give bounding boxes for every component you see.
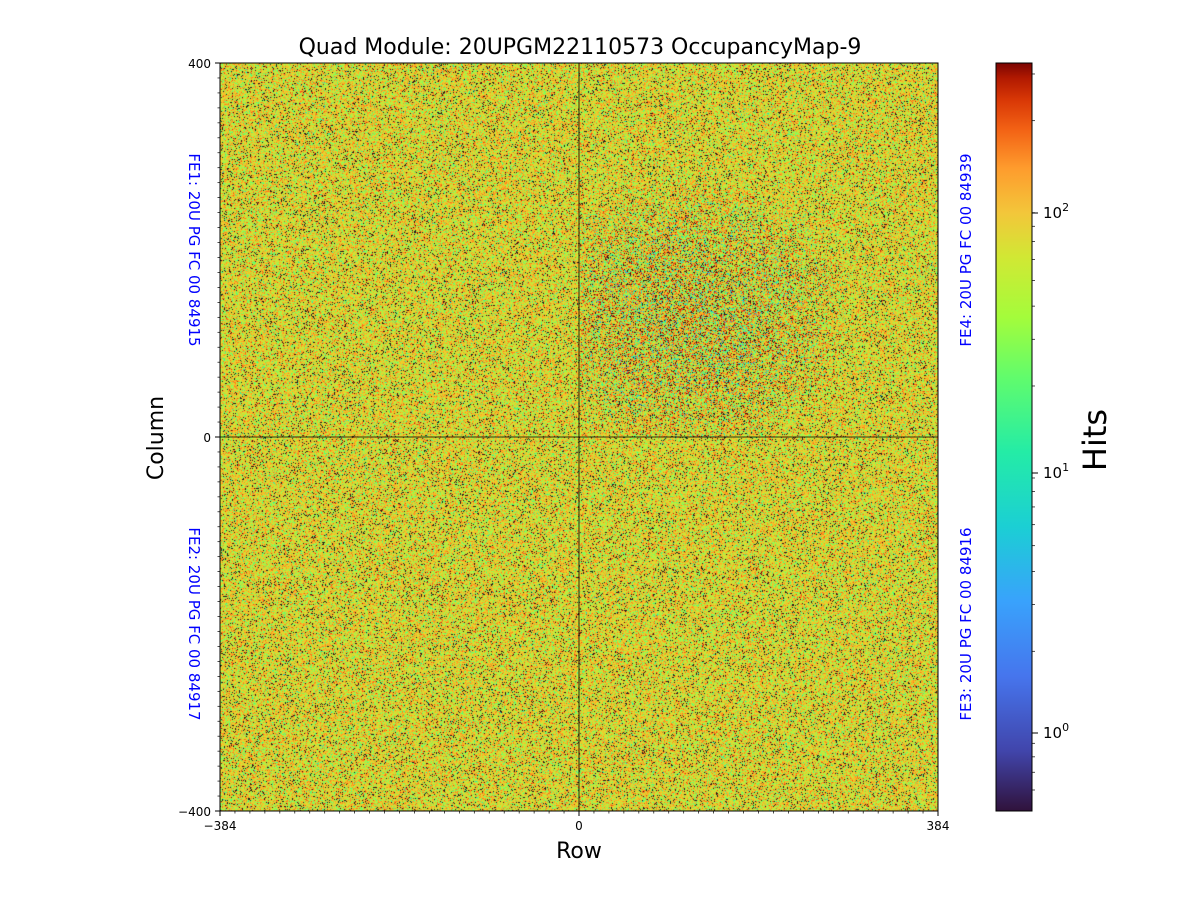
y-tick-label: 0	[203, 431, 211, 445]
colorbar-frame	[995, 62, 1033, 812]
colorbar-tick-base: 10	[1043, 724, 1062, 742]
colorbar-tick-label: 101	[1043, 461, 1069, 482]
x-tick-label: −384	[204, 819, 237, 833]
x-tick-label: 384	[927, 819, 950, 833]
x-tick-label: 0	[575, 819, 583, 833]
colorbar-tick-base: 10	[1043, 464, 1062, 482]
x-minor-ticks	[219, 811, 939, 814]
x-axis-label: Row	[556, 839, 602, 864]
y-minor-ticks	[217, 62, 220, 812]
colorbar-tick-label: 100	[1043, 721, 1069, 742]
fe4-label: FE4: 20U PG FC 00 84939	[957, 153, 975, 346]
chart-title: Quad Module: 20UPGM22110573 OccupancyMap…	[299, 35, 862, 60]
fe3-label: FE3: 20U PG FC 00 84916	[957, 527, 975, 720]
colorbar-minor-ticks	[1032, 73, 1035, 791]
colorbar-gradient	[996, 63, 1032, 811]
y-tick-label: 400	[188, 57, 211, 71]
colorbar-tick-exponent: 0	[1062, 721, 1069, 734]
colorbar-tick-base: 10	[1043, 204, 1062, 222]
colorbar-tick-exponent: 2	[1062, 201, 1069, 214]
fe2-label: FE2: 20U PG FC 00 84917	[185, 527, 203, 720]
colorbar-tick-exponent: 1	[1062, 461, 1069, 474]
y-axis-label: Column	[144, 396, 169, 480]
colorbar-tick-label: 102	[1043, 201, 1069, 222]
y-tick-label: −400	[178, 805, 211, 819]
fe1-label: FE1: 20U PG FC 00 84915	[185, 153, 203, 346]
colorbar-label: Hits	[1076, 409, 1114, 471]
